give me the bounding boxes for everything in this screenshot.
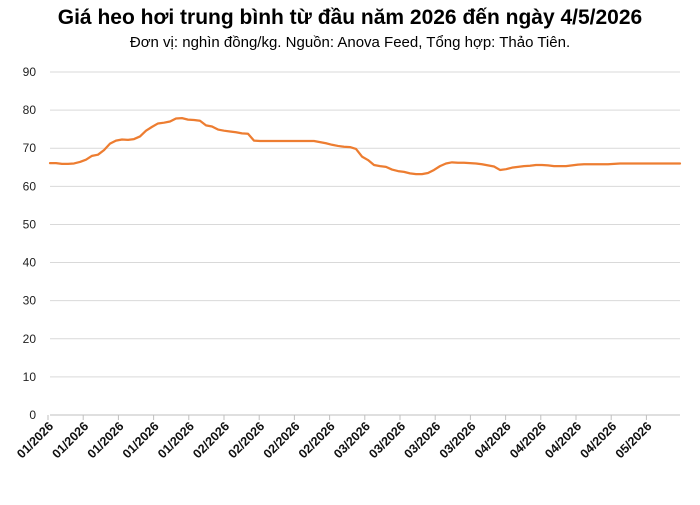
x-tick-label: 02/2026: [225, 419, 267, 461]
y-tick-label: 90: [23, 65, 37, 79]
x-tick-label: 04/2026: [507, 419, 549, 461]
x-tick-label: 02/2026: [296, 419, 338, 461]
y-tick-label: 50: [23, 217, 37, 231]
x-tick-label: 03/2026: [437, 419, 479, 461]
y-tick-label: 80: [23, 103, 37, 117]
x-tick-label: 03/2026: [331, 419, 373, 461]
y-tick-label: 10: [23, 370, 37, 384]
y-tick-label: 40: [23, 256, 37, 270]
y-axis: 0 10 20 30 40 50 60 70 80 90: [23, 65, 37, 422]
x-tick-label: 03/2026: [401, 419, 443, 461]
x-tick-label: 01/2026: [120, 419, 162, 461]
y-tick-label: 0: [29, 408, 36, 422]
series-layer: [48, 116, 682, 176]
series-line: [48, 116, 682, 176]
x-tick-label: 03/2026: [366, 419, 408, 461]
x-tick-label: 02/2026: [261, 419, 303, 461]
x-tick-label: 02/2026: [190, 419, 232, 461]
x-axis: 01/202601/202601/202601/202601/202602/20…: [14, 415, 655, 461]
chart-subtitle: Đơn vị: nghìn đồng/kg. Nguồn: Anova Feed…: [129, 34, 571, 51]
x-tick-label: 05/2026: [613, 419, 655, 461]
y-tick-label: 20: [23, 332, 37, 346]
gridlines: [50, 71, 680, 416]
x-tick-label: 04/2026: [577, 419, 619, 461]
y-tick-label: 30: [23, 294, 37, 308]
y-tick-label: 70: [23, 141, 37, 155]
chart-title: Giá heo hơi trung bình từ đầu năm 2026 đ…: [57, 6, 643, 29]
x-tick-label: 01/2026: [49, 419, 91, 461]
x-tick-label: 01/2026: [85, 419, 127, 461]
x-tick-label: 01/2026: [155, 419, 197, 461]
x-tick-label: 04/2026: [542, 419, 584, 461]
x-tick-label: 04/2026: [472, 419, 514, 461]
x-tick-label: 01/2026: [14, 419, 56, 461]
y-tick-label: 60: [23, 179, 37, 193]
